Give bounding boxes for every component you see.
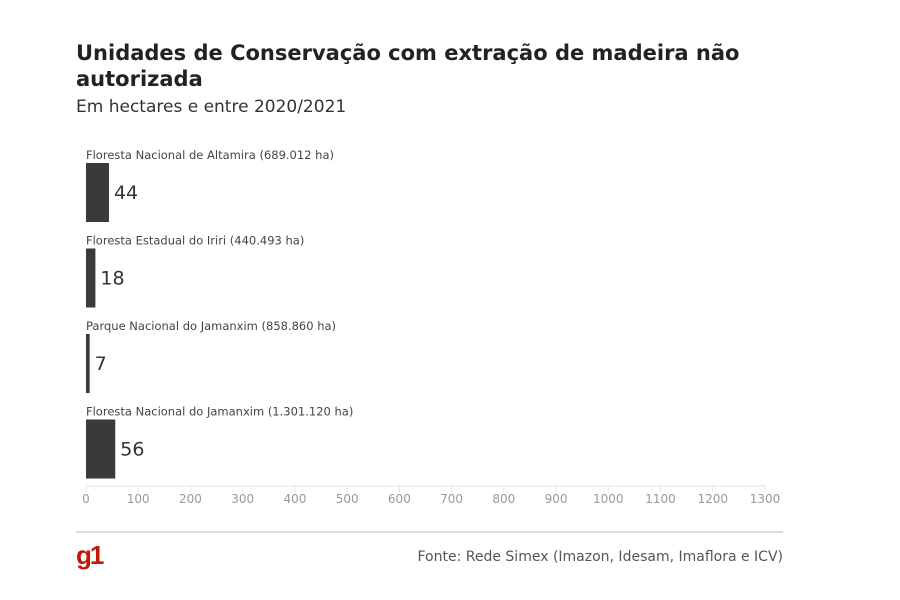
category-label: Floresta Estadual do Iriri (440.493 ha) — [86, 234, 304, 248]
g1-logo: g1 — [76, 540, 104, 570]
bar — [86, 334, 90, 393]
source-note: Fonte: Rede Simex (Imazon, Idesam, Imafl… — [417, 549, 784, 565]
data-label: 56 — [120, 439, 144, 461]
bar — [86, 419, 116, 479]
footer-divider — [76, 531, 783, 533]
x-tick-label: 0 — [82, 492, 90, 506]
data-label: 44 — [114, 182, 138, 204]
x-tick-label: 200 — [179, 492, 202, 506]
x-tick-label: 600 — [388, 492, 411, 506]
bar — [86, 248, 96, 308]
x-tick-label: 900 — [545, 492, 568, 506]
x-tick-label: 100 — [127, 492, 150, 506]
x-tick-label: 1300 — [750, 492, 781, 506]
x-tick-label: 1100 — [645, 492, 676, 506]
x-tick-label: 500 — [336, 492, 359, 506]
data-label: 7 — [95, 353, 107, 375]
x-tick-label: 700 — [440, 492, 463, 506]
x-tick-label: 400 — [283, 492, 306, 506]
x-tick-label: 1000 — [593, 492, 624, 506]
x-tick-label: 1200 — [697, 492, 728, 506]
x-tick-label: 300 — [231, 492, 254, 506]
chart-title: Unidades de Conservação com extração de … — [76, 41, 740, 91]
category-label: Floresta Nacional de Altamira (689.012 h… — [86, 148, 334, 162]
data-label: 18 — [100, 268, 124, 290]
bar — [86, 163, 109, 222]
category-label: Floresta Nacional do Jamanxim (1.301.120… — [86, 405, 353, 419]
category-label: Parque Nacional do Jamanxim (858.860 ha) — [86, 319, 336, 333]
chart-subtitle: Em hectares e entre 2020/2021 — [76, 97, 347, 117]
x-tick-label: 800 — [492, 492, 515, 506]
